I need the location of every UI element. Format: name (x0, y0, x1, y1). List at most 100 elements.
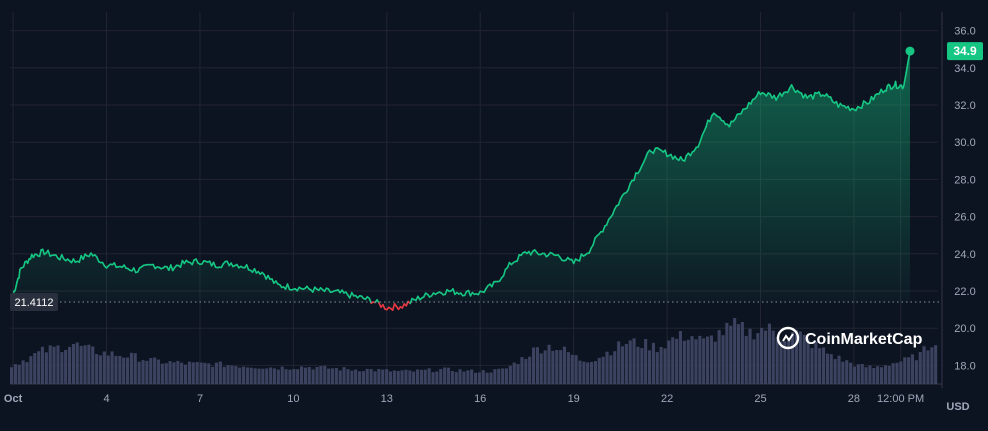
volume-bar (404, 370, 407, 384)
volume-bar (760, 328, 763, 384)
volume-bar (138, 362, 141, 384)
volume-bar (211, 367, 214, 384)
x-tick-label: 19 (568, 393, 580, 405)
volume-bar (435, 372, 438, 385)
volume-bar (698, 336, 701, 384)
open-price-badge: 21.4112 (10, 293, 58, 311)
volume-bar (281, 367, 284, 384)
volume-bar (41, 347, 44, 384)
volume-bar (853, 367, 856, 384)
volume-bar (791, 332, 794, 384)
volume-bar (323, 366, 326, 384)
volume-bar (312, 369, 315, 384)
x-tick-label: 13 (381, 393, 393, 405)
volume-bar (103, 352, 106, 385)
volume-bar (346, 369, 349, 384)
volume-bar (234, 366, 237, 384)
volume-bar (246, 367, 249, 384)
y-tick-label: 36.0 (954, 26, 975, 38)
volume-bar (540, 353, 543, 384)
volume-bar (764, 331, 767, 384)
volume-bar (602, 357, 605, 384)
volume-bar (559, 350, 562, 384)
volume-bar (207, 363, 210, 384)
volume-bar (18, 365, 21, 384)
volume-bar (845, 360, 848, 384)
volume-bar (636, 347, 639, 384)
volume-bar (37, 351, 40, 384)
volume-bar (49, 345, 52, 384)
volume-bar (776, 337, 779, 384)
y-tick-label: 20.0 (954, 323, 975, 335)
volume-bar (273, 368, 276, 384)
volume-bar (296, 369, 299, 384)
volume-bar (145, 361, 148, 384)
volume-bar (629, 341, 632, 385)
volume-bar (725, 323, 728, 384)
volume-bar (381, 370, 384, 384)
volume-bar (876, 366, 879, 384)
volume-bar (926, 350, 929, 384)
y-tick-label: 24.0 (954, 249, 975, 261)
volume-bar (606, 352, 609, 384)
volume-bar (621, 346, 624, 384)
x-tick-label: 25 (754, 393, 766, 405)
volume-bar (269, 368, 272, 385)
volume-bar (428, 368, 431, 384)
volume-bar (374, 371, 377, 384)
volume-bar (934, 345, 937, 384)
volume-bar (664, 348, 667, 384)
volume-bar (258, 369, 261, 384)
volume-bar (544, 350, 547, 384)
volume-bar (524, 359, 527, 384)
volume-bar (393, 371, 396, 385)
volume-bar (95, 354, 98, 384)
volume-bar (714, 342, 717, 384)
volume-bar (443, 368, 446, 385)
volume-bar (888, 366, 891, 384)
y-axis: 18.020.022.024.026.028.030.032.034.036.0 (954, 26, 975, 373)
volume-bar (439, 369, 442, 384)
volume-bar (486, 373, 489, 384)
volume-bar (397, 371, 400, 384)
volume-bar (609, 355, 612, 384)
volume-bar (830, 354, 833, 384)
volume-bar (292, 369, 295, 384)
volume-bar (153, 358, 156, 385)
volume-bar (45, 352, 48, 384)
volume-bar (455, 372, 458, 384)
volume-bar (892, 363, 895, 384)
volume-bar (149, 358, 152, 384)
volume-bar (432, 372, 435, 384)
volume-bar (497, 369, 500, 384)
volume-bar (60, 352, 63, 384)
open-price-label: 21.4112 (15, 297, 54, 309)
volume-bar (671, 337, 674, 384)
volume-bar (416, 370, 419, 385)
x-tick-label: 22 (661, 393, 673, 405)
volume-bar (710, 336, 713, 385)
volume-bar (752, 339, 755, 384)
price-area-fill (13, 51, 910, 310)
volume-bar (316, 367, 319, 384)
volume-bar (331, 368, 334, 384)
volume-bar (896, 363, 899, 384)
current-price-dot (906, 47, 915, 56)
volume-bar (459, 369, 462, 384)
y-unit-label: USD (946, 401, 969, 413)
volume-bar (180, 363, 183, 384)
volume-bar (834, 359, 837, 384)
volume-bar (111, 351, 114, 384)
volume-bar (582, 362, 585, 384)
volume-bar (343, 367, 346, 384)
volume-bar (215, 363, 218, 384)
volume-bar (157, 360, 160, 384)
volume-bar (814, 342, 817, 384)
volume-bar (142, 360, 145, 384)
volume-bar (188, 362, 191, 384)
volume-bar (505, 368, 508, 384)
volume-bar (756, 333, 759, 384)
volume-bar (706, 337, 709, 384)
